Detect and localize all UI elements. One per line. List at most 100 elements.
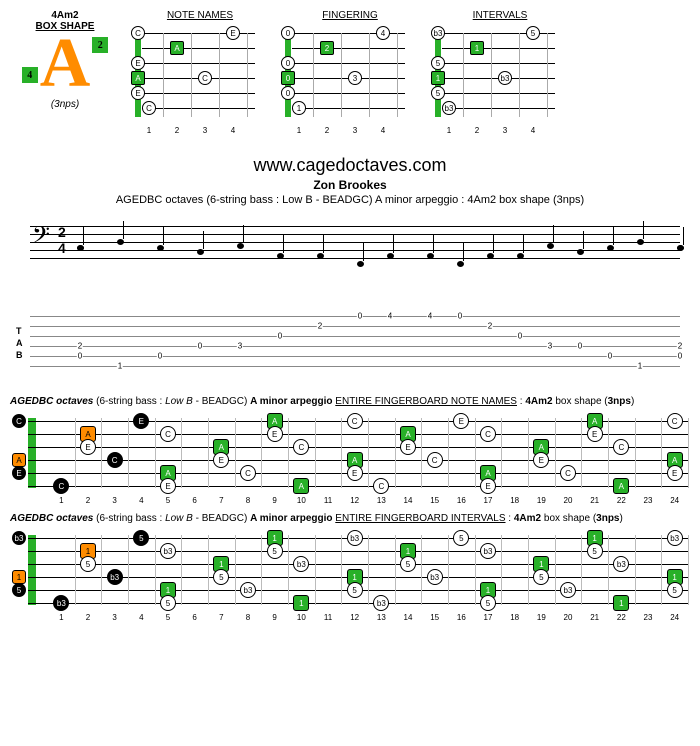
fretboard-dot: C	[347, 413, 363, 429]
fretboard-dot: C	[613, 439, 629, 455]
tab-number: 0	[77, 352, 83, 361]
mini-dot: 0	[281, 56, 295, 70]
fretboard-dot: E	[667, 465, 683, 481]
fretboard-dot: 5	[480, 595, 496, 611]
fretboard-dot: E	[347, 465, 363, 481]
fretboard-dot: 5	[533, 569, 549, 585]
fretboard-section: AGEDBC octaves (6-string bass : Low B - …	[10, 396, 690, 493]
tab-number: 2	[677, 342, 683, 351]
fretboard-dot: C	[427, 452, 443, 468]
fretboard-title: AGEDBC octaves (6-string bass : Low B - …	[10, 513, 690, 524]
fretboard-dot: E	[480, 478, 496, 494]
music-notation: 𝄢24	[10, 216, 690, 306]
mini-dot: C	[198, 71, 212, 85]
box-shape-section: 4Am2 BOX SHAPE A 4 2 (3nps)	[10, 10, 120, 110]
badge-left: 4	[22, 67, 38, 83]
mini-dot: E	[131, 86, 145, 100]
website-url: www.cagedoctaves.com	[10, 155, 690, 176]
fretboard-dot: 1	[293, 595, 309, 611]
tab-number: 3	[547, 342, 553, 351]
fretboard-dot: b3	[560, 582, 576, 598]
tab-number: 2	[77, 342, 83, 351]
fretboard-dot: 5	[267, 543, 283, 559]
fretboard-dot: E	[213, 452, 229, 468]
fretboard-dot: C	[240, 465, 256, 481]
fretboard-dot: b3	[427, 569, 443, 585]
subtitle: AGEDBC octaves (6-string bass : Low B - …	[10, 194, 690, 206]
mini-dot: b3	[498, 71, 512, 85]
fretboard-dot: b3	[160, 543, 176, 559]
fretboard-dot: A	[613, 478, 629, 494]
tab-number: 0	[157, 352, 163, 361]
mini-diagram: FINGERING123404200301	[285, 10, 415, 125]
mini-dot: 5	[526, 26, 540, 40]
mini-dot: 3	[348, 71, 362, 85]
mini-dot: 5	[431, 86, 445, 100]
mini-dot: C	[131, 26, 145, 40]
fretboard-dot: b3	[373, 595, 389, 611]
fretboard-dot: C	[53, 478, 69, 494]
mini-dot: b3	[431, 26, 445, 40]
tab-number: 0	[677, 352, 683, 361]
fretboard-dot: E	[533, 452, 549, 468]
box-shape-code: 4Am2	[10, 10, 120, 21]
mini-diagram-title: INTERVALS	[435, 10, 565, 21]
fretboard-dot: b3	[293, 556, 309, 572]
fretboard-dot: E	[400, 439, 416, 455]
fretboard-dot: C	[560, 465, 576, 481]
fretboard-dot: E	[453, 413, 469, 429]
fretboard-dot: b3	[347, 530, 363, 546]
open-string-label: 5	[12, 583, 26, 597]
open-string-label: A	[12, 453, 26, 467]
mini-dot: A	[170, 41, 184, 55]
fretboard-dot: C	[373, 478, 389, 494]
mini-dot: 0	[281, 26, 295, 40]
fretboard-dot: 5	[347, 582, 363, 598]
mini-dot: 0	[281, 71, 295, 85]
fretboard-dot: C	[107, 452, 123, 468]
mini-dot: 2	[320, 41, 334, 55]
fretboard-title: AGEDBC octaves (6-string bass : Low B - …	[10, 396, 690, 407]
fretboard-dot: E	[267, 426, 283, 442]
mini-dot: 0	[281, 86, 295, 100]
mini-diagram-title: FINGERING	[285, 10, 415, 21]
mini-dot: 1	[292, 101, 306, 115]
fretboard-dot: 5	[133, 530, 149, 546]
fretboards-container: AGEDBC octaves (6-string bass : Low B - …	[10, 396, 690, 610]
fretboard-dot: E	[160, 478, 176, 494]
tab-number: 2	[487, 322, 493, 331]
tab-number: 4	[387, 312, 393, 321]
mini-dot: 5	[431, 56, 445, 70]
tab-notation: TAB20100302044020300120	[10, 311, 690, 371]
mini-dot: b3	[442, 101, 456, 115]
mini-dot: A	[131, 71, 145, 85]
mini-dot: E	[131, 56, 145, 70]
fretboard-dot: C	[480, 426, 496, 442]
mini-diagrams-container: NOTE NAMES1234CEAEACECFINGERING123404200…	[135, 10, 565, 125]
fretboard-dot: E	[133, 413, 149, 429]
mini-diagram: INTERVALS1234b35151b35b3	[435, 10, 565, 125]
fretboard-dot: C	[667, 413, 683, 429]
fretboard-dot: 5	[587, 543, 603, 559]
top-diagrams-row: 4Am2 BOX SHAPE A 4 2 (3nps) NOTE NAMES 1 2…	[10, 10, 690, 125]
tab-number: 3	[237, 342, 243, 351]
mini-dot: E	[226, 26, 240, 40]
tab-number: 0	[577, 342, 583, 351]
author: Zon Brookes	[10, 178, 690, 192]
fretboard-dot: 5	[160, 595, 176, 611]
fretboard-dot: b3	[240, 582, 256, 598]
tab-number: 0	[197, 342, 203, 351]
mini-dot: 1	[470, 41, 484, 55]
fretboard-dot: 1	[613, 595, 629, 611]
open-string-label: C	[12, 414, 26, 428]
fretboard-dot: 5	[453, 530, 469, 546]
fretboard-dot: b3	[53, 595, 69, 611]
mini-diagram-title: NOTE NAMES	[135, 10, 265, 21]
box-shape-letter: A 4 2	[40, 32, 91, 95]
fretboard-section: AGEDBC octaves (6-string bass : Low B - …	[10, 513, 690, 610]
fretboard-dot: b3	[107, 569, 123, 585]
tab-number: 0	[457, 312, 463, 321]
tab-number: 0	[357, 312, 363, 321]
tab-number: 0	[607, 352, 613, 361]
fretboard-dot: b3	[613, 556, 629, 572]
